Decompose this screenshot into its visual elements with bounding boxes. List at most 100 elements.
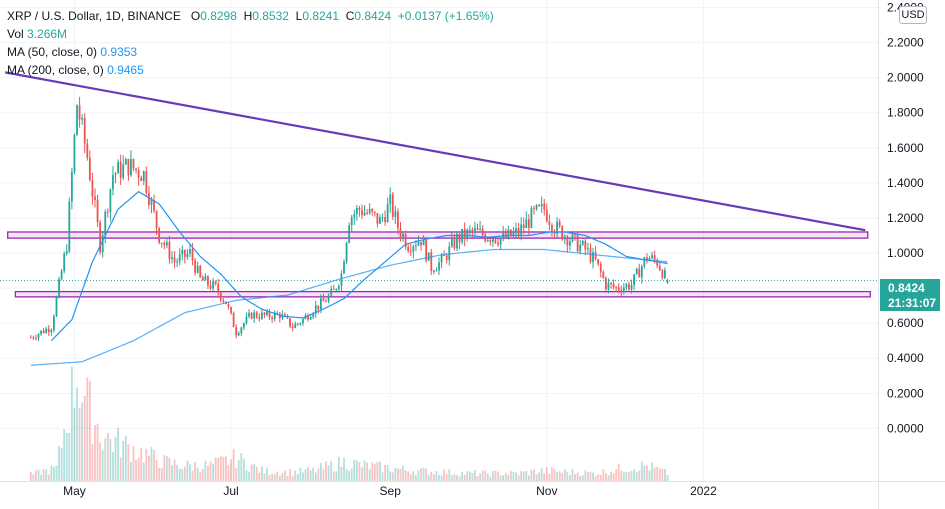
price-tick-label: 1.0000	[887, 246, 924, 260]
ma50-label: MA (50, close, 0)	[7, 45, 98, 59]
volume-bar	[484, 470, 487, 481]
candle-body	[307, 315, 309, 320]
candle-body	[468, 229, 471, 231]
candle-body	[191, 249, 194, 261]
volume-bar	[658, 468, 661, 481]
candle-body	[168, 242, 171, 260]
candle-body	[145, 171, 148, 193]
volume-bar	[540, 468, 543, 481]
symbol-label[interactable]: XRP / U.S. Dollar, 1D, BINANCE	[7, 9, 181, 23]
volume-bar	[661, 468, 664, 481]
volume-bar	[68, 432, 71, 481]
volume-bar	[176, 464, 179, 481]
candle-body	[268, 311, 271, 318]
volume-bar	[86, 377, 89, 481]
volume-bar	[366, 462, 369, 481]
candle-body	[597, 259, 600, 264]
volume-bar	[422, 467, 425, 481]
volume-bar	[160, 467, 163, 481]
volume-bar	[173, 459, 176, 481]
volume-bar	[558, 471, 561, 481]
candle-body	[545, 209, 548, 222]
candle-body	[438, 262, 440, 271]
candle-body	[445, 255, 448, 260]
candle-body	[250, 312, 253, 319]
price-axis: 2.40002.20002.00001.80001.60001.40001.20…	[887, 1, 924, 436]
volume-bar	[83, 395, 86, 481]
volume-bar	[199, 472, 202, 481]
volume-bar	[40, 475, 42, 481]
candle-body	[643, 257, 646, 267]
candle-body	[330, 288, 333, 296]
volume-bar	[191, 470, 194, 481]
volume-bar	[183, 466, 186, 481]
candle-body	[127, 159, 130, 176]
candle-body	[117, 162, 119, 174]
candle-body	[543, 203, 546, 210]
volume-bar	[409, 474, 412, 481]
candle-body	[104, 211, 107, 236]
volume-bar	[132, 446, 135, 481]
volume-bar	[630, 471, 633, 481]
candle-body	[68, 201, 71, 252]
volume-bar	[248, 471, 250, 481]
volume-bar	[574, 474, 576, 481]
candle-body	[240, 327, 243, 334]
volume-bar	[94, 425, 96, 481]
volume-bar	[625, 471, 628, 481]
volume-bar	[461, 471, 464, 481]
candle-body	[466, 229, 469, 239]
candle-body	[507, 229, 510, 238]
volume-bar	[648, 470, 651, 481]
candle-body	[242, 323, 245, 328]
legend-ma50-row[interactable]: MA (50, close, 0) 0.9353	[7, 43, 494, 61]
ma200-line	[30, 248, 668, 366]
candle-body	[219, 292, 222, 301]
candle-body	[81, 118, 84, 120]
price-tick-label: 1.6000	[887, 141, 924, 155]
volume-bar	[104, 438, 107, 481]
candle-body	[227, 304, 230, 307]
candle-body	[471, 229, 474, 231]
price-tick-label: 1.2000	[887, 211, 924, 225]
volume-bar	[117, 428, 119, 481]
time-tick-label: 2022	[690, 484, 717, 498]
currency-badge[interactable]: USD	[899, 6, 927, 24]
candle-body	[579, 244, 582, 252]
candle-body	[171, 257, 173, 260]
candle-body	[379, 217, 381, 224]
volume-bar	[217, 458, 220, 481]
volume-bar	[435, 471, 438, 481]
volume-bar	[527, 475, 530, 481]
volume-bar	[622, 472, 625, 481]
candle-body	[122, 164, 125, 178]
candle-body	[348, 225, 351, 243]
volume-bar	[158, 467, 161, 481]
volume-bar	[332, 471, 335, 481]
candle-body	[361, 209, 363, 216]
volume-bar	[207, 466, 209, 481]
volume-bar	[124, 435, 127, 481]
volume-bar	[397, 468, 399, 481]
candle-body	[245, 316, 248, 324]
volume-bar	[281, 473, 284, 481]
candle-body	[563, 236, 566, 240]
candle-body	[538, 205, 541, 207]
candle-body	[181, 249, 184, 255]
candle-body	[312, 313, 315, 317]
volume-bar	[545, 467, 548, 481]
volume-bar	[29, 471, 32, 481]
candle-body	[178, 254, 181, 262]
volume-bar	[664, 468, 666, 481]
candle-body	[255, 312, 258, 318]
candle-body	[533, 208, 535, 210]
volume-bar	[499, 475, 502, 481]
candle-body	[592, 252, 594, 262]
legend-ma200-row[interactable]: MA (200, close, 0) 0.9465	[7, 61, 494, 79]
legend-volume-row[interactable]: Vol 3.266M	[7, 25, 494, 43]
candle-body	[163, 243, 166, 246]
volume-bar	[114, 436, 117, 481]
candle-body	[45, 328, 48, 333]
